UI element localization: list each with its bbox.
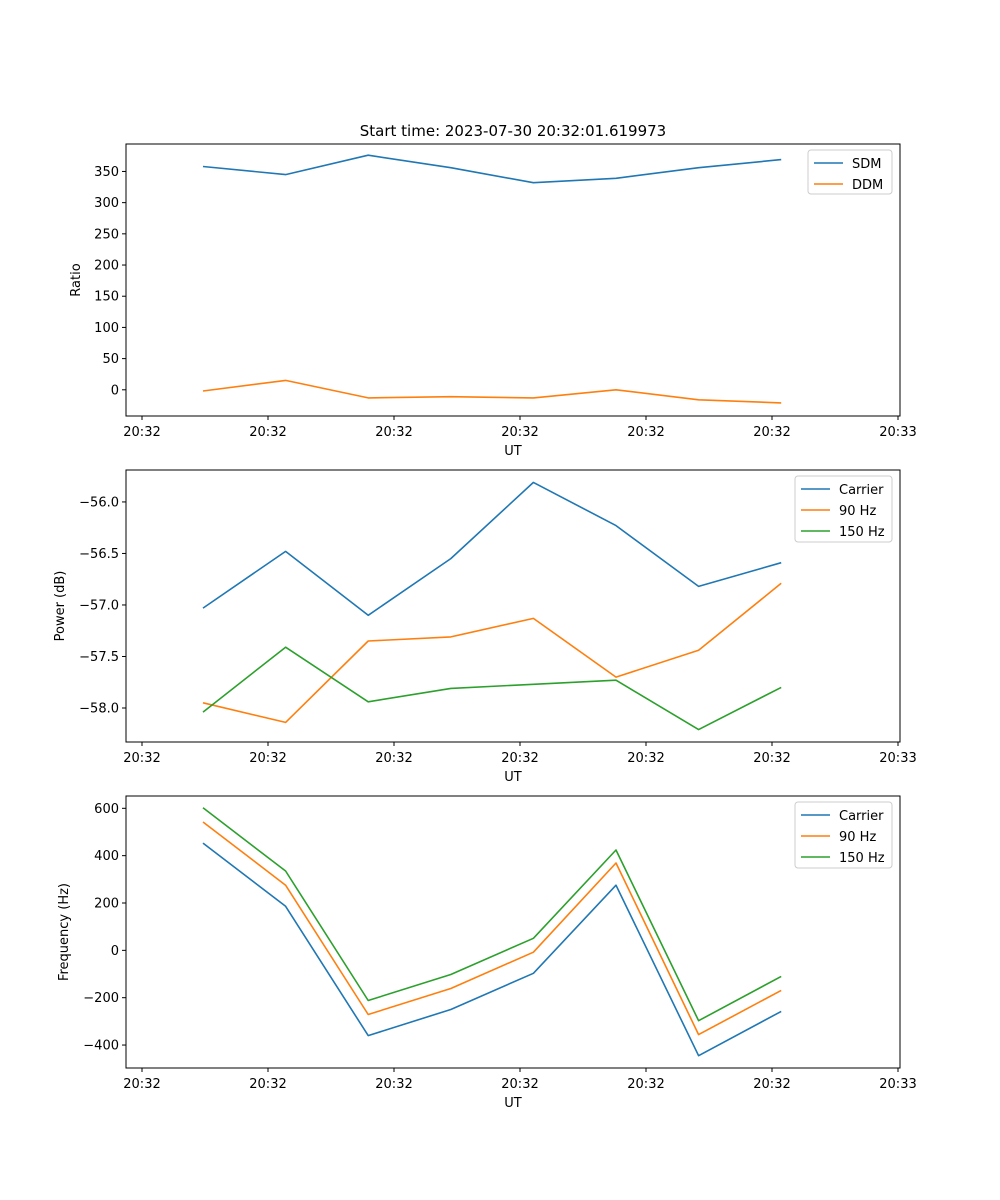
figure-title: Start time: 2023-07-30 20:32:01.619973: [360, 122, 666, 140]
y-tick-label: −56.5: [79, 547, 119, 562]
legend-label: SDM: [852, 157, 881, 172]
y-tick-label: −400: [83, 1039, 119, 1054]
legend-label: Carrier: [839, 809, 884, 824]
y-tick-label: −200: [83, 991, 119, 1006]
legend-label: DDM: [852, 178, 883, 193]
x-tick-label: 20:32: [753, 751, 790, 766]
y-tick-label: 600: [94, 802, 119, 817]
legend-label: 90 Hz: [839, 830, 876, 845]
axes-frame: [125, 795, 901, 1069]
legend: Carrier 90 Hz 150 Hz: [794, 801, 893, 869]
legend-label: 90 Hz: [839, 504, 876, 519]
axes-frame: [125, 469, 901, 743]
y-tick-label: 0: [111, 383, 119, 398]
y-tick-label: −56.0: [79, 495, 119, 510]
x-tick-label: 20:32: [123, 751, 160, 766]
y-axis-label: Frequency (Hz): [57, 883, 72, 981]
y-tick-label: −58.0: [79, 702, 119, 717]
series-line-sdm: [202, 154, 782, 184]
x-tick-label: 20:32: [249, 751, 286, 766]
y-tick-label: 0: [111, 944, 119, 959]
series-line-ddm: [202, 379, 782, 404]
x-tick-label: 20:32: [375, 1077, 412, 1092]
chart-panel-2: −58.0 −57.5 −57.0 −56.5 −56.0 20:32 20:32 20:32…: [53, 469, 917, 785]
x-axis-label: UT: [504, 444, 522, 459]
y-tick-label: 150: [94, 290, 119, 305]
x-tick-label: 20:32: [249, 425, 286, 440]
y-tick-label: 100: [94, 321, 119, 336]
y-tick-label: −57.0: [79, 598, 119, 613]
legend-box: [794, 475, 893, 543]
axes-frame: [125, 143, 901, 417]
y-axis-label: Ratio: [69, 263, 84, 296]
chart-panel-1: 0 50 100 150 200 250 300 350 20:32 20:32 20:32 20:3…: [69, 143, 917, 459]
y-tick-label: 200: [94, 897, 119, 912]
x-tick-label: 20:32: [501, 1077, 538, 1092]
y-tick-label: 300: [94, 196, 119, 211]
series-line-90-hz: [202, 582, 782, 724]
legend: SDM DDM: [807, 149, 893, 195]
x-tick-label: 20:33: [879, 425, 916, 440]
x-tick-label: 20:32: [753, 425, 790, 440]
legend-label: 150 Hz: [839, 525, 885, 540]
x-tick-label: 20:32: [627, 425, 664, 440]
x-tick-label: 20:32: [123, 1077, 160, 1092]
x-tick-label: 20:33: [879, 751, 916, 766]
y-axis-label: Power (dB): [53, 571, 68, 642]
series-line-carrier: [202, 481, 782, 617]
x-axis-label: UT: [504, 770, 522, 785]
legend: Carrier 90 Hz 150 Hz: [794, 475, 893, 543]
series-line-90-hz: [202, 821, 782, 1036]
series-line-150-hz: [202, 807, 782, 1022]
y-tick-label: 50: [102, 352, 119, 367]
x-tick-label: 20:32: [123, 425, 160, 440]
legend-label: Carrier: [839, 483, 884, 498]
y-tick-label: −57.5: [79, 650, 119, 665]
chart-panel-3: −400 −200 0 200 400 600 20:32 20:32 20:32 20:32 20…: [57, 795, 917, 1111]
x-tick-label: 20:32: [627, 1077, 664, 1092]
x-tick-label: 20:32: [375, 751, 412, 766]
x-tick-label: 20:32: [627, 751, 664, 766]
y-tick-label: 200: [94, 259, 119, 274]
y-tick-label: 250: [94, 227, 119, 242]
x-tick-label: 20:33: [879, 1077, 916, 1092]
x-tick-label: 20:32: [753, 1077, 790, 1092]
legend-box: [807, 149, 893, 195]
x-tick-label: 20:32: [501, 751, 538, 766]
legend-label: 150 Hz: [839, 851, 885, 866]
series-line-150-hz: [202, 646, 782, 731]
x-tick-label: 20:32: [375, 425, 412, 440]
legend-box: [794, 801, 893, 869]
y-tick-label: 400: [94, 849, 119, 864]
x-axis-label: UT: [504, 1096, 522, 1111]
series-line-carrier: [202, 842, 782, 1057]
y-tick-label: 350: [94, 165, 119, 180]
x-tick-label: 20:32: [249, 1077, 286, 1092]
x-tick-label: 20:32: [501, 425, 538, 440]
